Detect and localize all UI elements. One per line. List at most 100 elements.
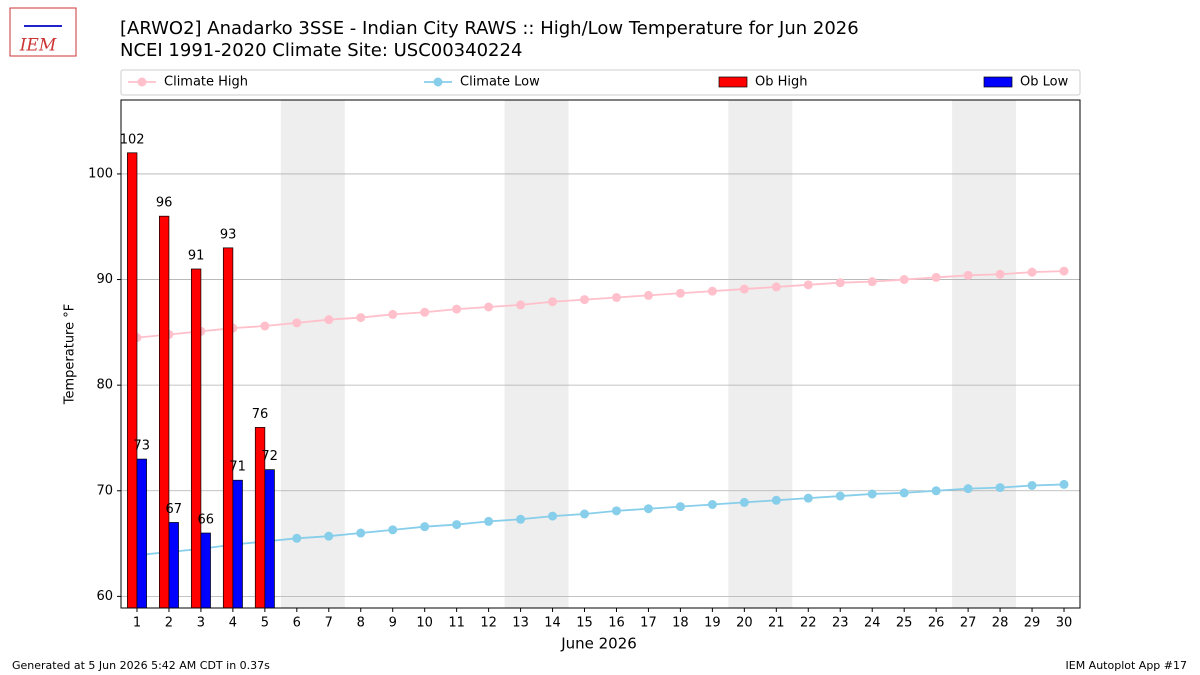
data-label: 72 bbox=[261, 449, 278, 464]
x-tick-label: 24 bbox=[864, 616, 881, 631]
line-marker bbox=[835, 491, 845, 501]
line-marker bbox=[803, 493, 813, 503]
line-marker bbox=[867, 489, 877, 499]
line-marker bbox=[292, 318, 302, 328]
x-tick-label: 2 bbox=[165, 616, 173, 631]
plot-frame bbox=[120, 99, 1081, 609]
weekend-band bbox=[280, 100, 345, 608]
x-tick-label: 23 bbox=[832, 616, 849, 631]
line-marker bbox=[867, 277, 877, 287]
line-marker bbox=[420, 522, 430, 532]
x-tick-label: 4 bbox=[229, 616, 237, 631]
chart-subtitle: NCEI 1991-2020 Climate Site: USC00340224 bbox=[120, 40, 522, 61]
line-marker bbox=[611, 292, 621, 302]
x-tick-label: 3 bbox=[197, 616, 205, 631]
x-tick-label: 17 bbox=[640, 616, 657, 631]
line-marker bbox=[771, 282, 781, 292]
line-marker bbox=[643, 290, 653, 300]
data-label: 91 bbox=[188, 248, 205, 263]
x-tick-label: 15 bbox=[576, 616, 593, 631]
line-marker bbox=[1059, 266, 1069, 276]
line-marker bbox=[420, 307, 430, 317]
legend-swatch bbox=[983, 76, 1013, 88]
bar bbox=[159, 215, 170, 609]
bar bbox=[200, 532, 211, 609]
x-tick-label: 14 bbox=[544, 616, 561, 631]
line-marker bbox=[931, 272, 941, 282]
y-axis-label: Temperature °F bbox=[63, 304, 78, 405]
legend-label: Climate Low bbox=[460, 75, 540, 90]
data-label: 102 bbox=[120, 132, 145, 147]
x-tick-label: 8 bbox=[357, 616, 365, 631]
y-tick-label: 80 bbox=[96, 378, 113, 393]
line-marker bbox=[548, 297, 558, 307]
y-tick-label: 100 bbox=[88, 166, 113, 181]
legend-swatch bbox=[718, 76, 748, 88]
x-tick-label: 9 bbox=[389, 616, 397, 631]
line-marker bbox=[771, 495, 781, 505]
line-marker bbox=[388, 309, 398, 319]
line-marker bbox=[1059, 479, 1069, 489]
line-marker bbox=[899, 488, 909, 498]
line-marker bbox=[963, 484, 973, 494]
x-tick-label: 11 bbox=[448, 616, 465, 631]
logo-frame bbox=[9, 7, 77, 57]
line-marker bbox=[452, 520, 462, 530]
line-marker bbox=[963, 270, 973, 280]
data-label: 96 bbox=[156, 196, 173, 211]
x-tick-label: 25 bbox=[896, 616, 913, 631]
line-marker bbox=[675, 502, 685, 512]
legend-marker bbox=[137, 77, 147, 87]
line-marker bbox=[675, 288, 685, 298]
line-marker bbox=[707, 499, 717, 509]
x-tick-label: 27 bbox=[960, 616, 977, 631]
line-marker bbox=[580, 295, 590, 305]
x-axis-label: June 2026 bbox=[560, 635, 637, 653]
line-marker bbox=[803, 280, 813, 290]
x-tick-label: 19 bbox=[704, 616, 721, 631]
data-label: 76 bbox=[252, 407, 269, 422]
legend-label: Ob Low bbox=[1020, 75, 1069, 90]
footer-right: IEM Autoplot App #17 bbox=[1066, 659, 1188, 672]
line-marker bbox=[995, 483, 1005, 493]
line-marker bbox=[611, 506, 621, 516]
line-marker bbox=[1027, 480, 1037, 490]
bar bbox=[136, 458, 147, 609]
y-tick-label: 70 bbox=[96, 483, 113, 498]
line-marker bbox=[707, 286, 717, 296]
line-marker bbox=[739, 497, 749, 507]
bar bbox=[127, 152, 138, 609]
line-marker bbox=[516, 300, 526, 310]
x-tick-label: 10 bbox=[416, 616, 433, 631]
x-tick-label: 7 bbox=[325, 616, 333, 631]
line-marker bbox=[995, 269, 1005, 279]
data-label: 73 bbox=[134, 439, 151, 454]
data-label: 71 bbox=[229, 460, 246, 475]
line-marker bbox=[580, 509, 590, 519]
line-marker bbox=[484, 302, 494, 312]
line-marker bbox=[452, 304, 462, 314]
x-tick-label: 16 bbox=[608, 616, 625, 631]
y-tick-label: 60 bbox=[96, 589, 113, 604]
x-tick-label: 28 bbox=[992, 616, 1009, 631]
bar bbox=[222, 247, 234, 609]
data-label: 66 bbox=[197, 513, 214, 528]
line-marker bbox=[292, 533, 302, 543]
line-marker bbox=[356, 313, 366, 323]
x-tick-label: 22 bbox=[800, 616, 817, 631]
chart-title: [ARWO2] Anadarko 3SSE - Indian City RAWS… bbox=[120, 18, 859, 39]
x-tick-label: 30 bbox=[1056, 616, 1073, 631]
x-tick-label: 6 bbox=[293, 616, 301, 631]
x-tick-label: 1 bbox=[133, 616, 141, 631]
data-label: 93 bbox=[220, 227, 237, 242]
weekend-band bbox=[504, 100, 569, 608]
bar bbox=[264, 469, 275, 609]
bar bbox=[168, 522, 179, 609]
x-tick-label: 18 bbox=[672, 616, 689, 631]
line-marker bbox=[484, 516, 494, 526]
bar bbox=[232, 479, 243, 609]
line-marker bbox=[739, 284, 749, 294]
data-label: 67 bbox=[165, 502, 182, 517]
logo-text: IEM bbox=[19, 36, 57, 56]
